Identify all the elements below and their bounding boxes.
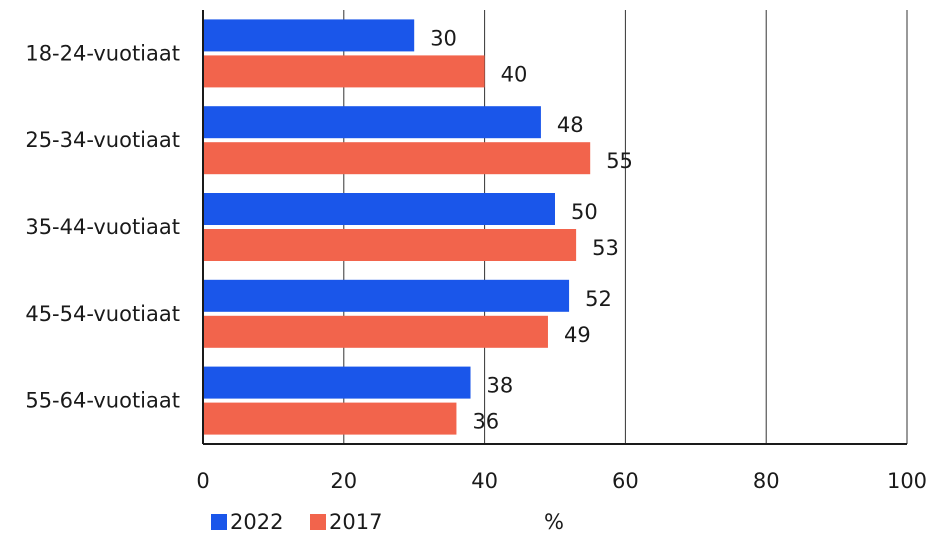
bar-2017 (204, 402, 457, 435)
data-label-2017: 49 (564, 323, 591, 347)
data-label-2022: 30 (430, 26, 457, 50)
x-tick-label: 60 (612, 469, 639, 493)
axes (202, 10, 907, 445)
bar-2022 (204, 193, 555, 225)
x-tick-label: 20 (330, 469, 357, 493)
x-tick-label: 0 (196, 469, 209, 493)
data-label-2022: 48 (557, 113, 584, 137)
bar-2017 (204, 315, 548, 348)
bar-2017 (204, 229, 577, 261)
legend: 2022 2017 (211, 510, 382, 534)
bars (204, 19, 591, 435)
data-label-2022: 52 (585, 287, 612, 311)
category-label: 25-34-vuotiaat (25, 128, 180, 152)
bar-2017 (204, 142, 591, 175)
data-labels: 30 40 48 55 50 53 52 49 38 36 (430, 26, 633, 433)
legend-label-2022: 2022 (230, 510, 283, 534)
data-label-2017: 36 (472, 410, 499, 434)
legend-label-2017: 2017 (329, 510, 382, 534)
legend-swatch-2017 (310, 514, 326, 530)
category-labels: 18-24-vuotiaat 25-34-vuotiaat 35-44-vuotia… (25, 41, 180, 412)
data-label-2017: 55 (606, 149, 633, 173)
data-label-2017: 53 (592, 236, 619, 260)
data-label-2022: 38 (487, 374, 514, 398)
x-axis-unit-label: % (544, 510, 564, 534)
x-tick-label: 40 (471, 469, 498, 493)
bar-2017 (204, 55, 485, 88)
category-label: 35-44-vuotiaat (25, 215, 180, 239)
x-tick-labels: 0 20 40 60 80 100 (196, 469, 927, 493)
x-tick-label: 100 (887, 469, 927, 493)
category-label: 18-24-vuotiaat (25, 41, 180, 65)
category-label: 45-54-vuotiaat (25, 302, 180, 326)
bar-2022 (204, 366, 471, 399)
bar-2022 (204, 279, 570, 312)
category-label: 55-64-vuotiaat (25, 389, 180, 413)
data-label-2022: 50 (571, 200, 598, 224)
legend-swatch-2022 (211, 514, 227, 530)
bar-2022 (204, 19, 415, 52)
x-tick-label: 80 (753, 469, 780, 493)
bar-2022 (204, 106, 541, 139)
data-label-2017: 40 (501, 62, 528, 86)
